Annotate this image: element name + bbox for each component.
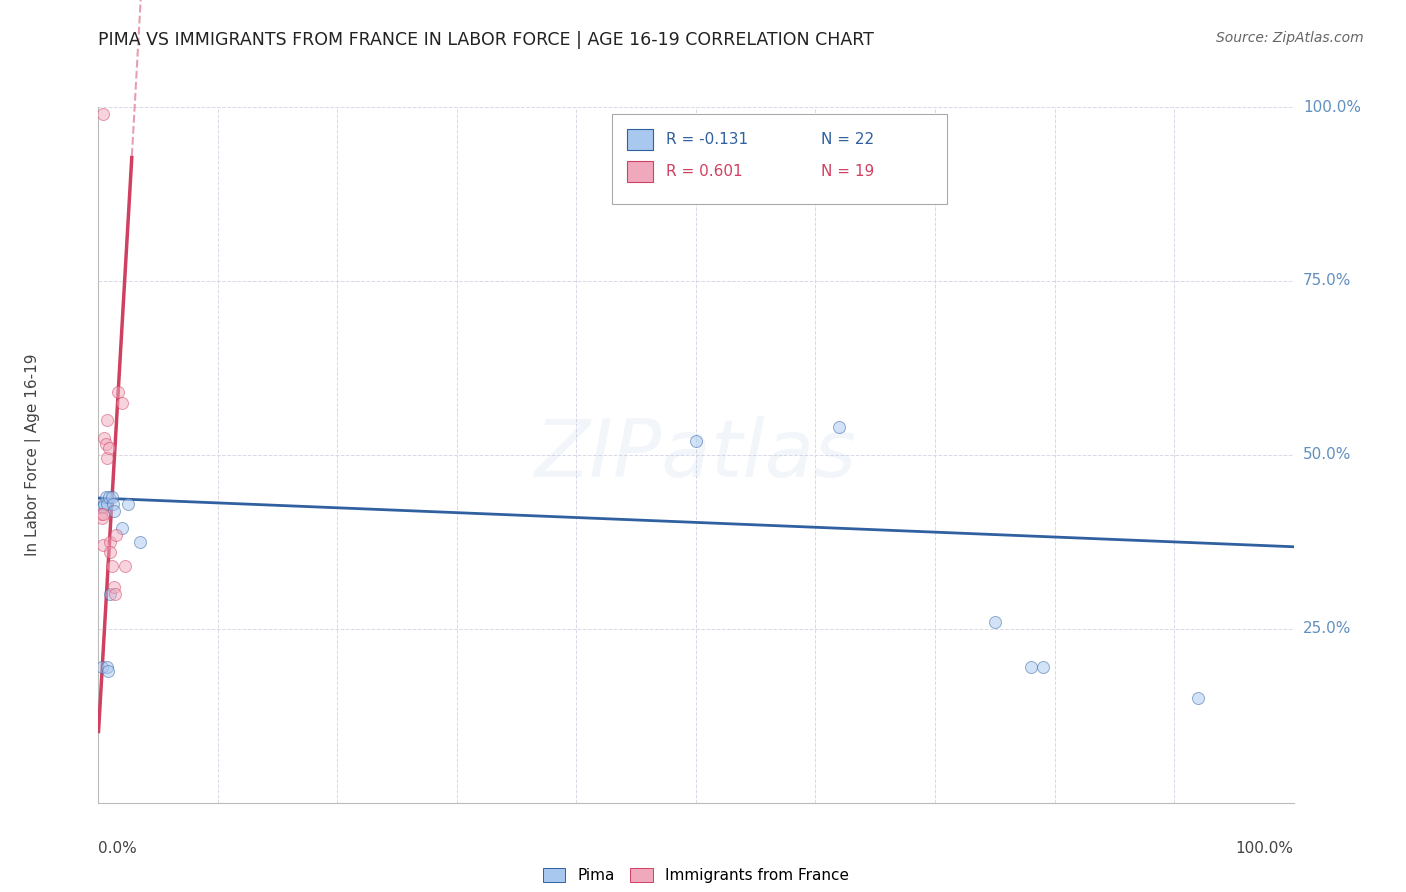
Text: 25.0%: 25.0% <box>1303 622 1351 636</box>
Text: 75.0%: 75.0% <box>1303 274 1351 288</box>
Text: In Labor Force | Age 16-19: In Labor Force | Age 16-19 <box>25 353 41 557</box>
Point <box>983 615 1005 629</box>
Point <box>828 420 851 434</box>
Point <box>98 441 121 455</box>
FancyBboxPatch shape <box>612 114 946 204</box>
Point <box>98 587 122 601</box>
Text: PIMA VS IMMIGRANTS FROM FRANCE IN LABOR FORCE | AGE 16-19 CORRELATION CHART: PIMA VS IMMIGRANTS FROM FRANCE IN LABOR … <box>98 31 875 49</box>
Text: ZIPatlas: ZIPatlas <box>534 416 858 494</box>
Point <box>96 497 118 511</box>
Point <box>1019 660 1042 674</box>
Text: 50.0%: 50.0% <box>1303 448 1351 462</box>
FancyBboxPatch shape <box>627 129 652 150</box>
Point <box>91 500 114 514</box>
Text: 100.0%: 100.0% <box>1303 100 1361 114</box>
Text: Source: ZipAtlas.com: Source: ZipAtlas.com <box>1216 31 1364 45</box>
Point <box>91 507 114 521</box>
Point <box>98 545 122 559</box>
Text: N = 22: N = 22 <box>821 132 875 147</box>
Point <box>103 503 125 517</box>
Text: 0.0%: 0.0% <box>98 841 138 856</box>
Point <box>96 660 118 674</box>
Point <box>97 664 120 678</box>
Point <box>90 500 112 514</box>
Point <box>685 434 707 448</box>
Point <box>129 535 152 549</box>
Point <box>91 660 114 674</box>
Point <box>98 535 122 549</box>
Point <box>90 507 112 521</box>
Point <box>104 587 127 601</box>
Point <box>98 490 121 504</box>
Point <box>96 413 118 427</box>
Point <box>117 497 139 511</box>
Point <box>91 107 114 121</box>
Point <box>1187 691 1209 706</box>
Point <box>107 385 129 400</box>
Point <box>93 431 115 445</box>
Point <box>96 451 118 466</box>
Point <box>1032 660 1054 674</box>
Point <box>100 490 122 504</box>
Text: R = 0.601: R = 0.601 <box>666 164 742 179</box>
Text: N = 19: N = 19 <box>821 164 875 179</box>
Text: R = -0.131: R = -0.131 <box>666 132 748 147</box>
Legend: Pima, Immigrants from France: Pima, Immigrants from France <box>534 861 858 891</box>
Point <box>101 497 124 511</box>
Point <box>93 497 115 511</box>
Point <box>114 559 136 574</box>
Point <box>91 538 114 552</box>
Point <box>91 510 114 524</box>
FancyBboxPatch shape <box>627 161 652 182</box>
Text: 100.0%: 100.0% <box>1236 841 1294 856</box>
Point <box>94 437 117 451</box>
Point <box>100 559 122 574</box>
Point <box>103 580 125 594</box>
Point <box>111 521 134 535</box>
Point <box>94 490 117 504</box>
Point <box>105 528 128 542</box>
Point <box>111 396 134 410</box>
